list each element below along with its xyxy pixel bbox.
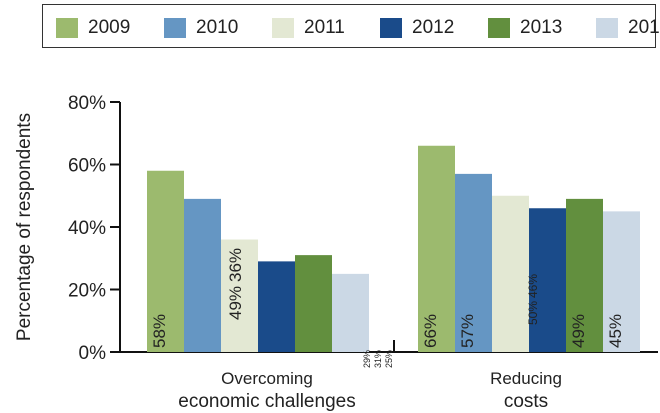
data-label: 57%	[458, 314, 477, 348]
bar-2012-overcoming	[258, 261, 295, 352]
bar-2014-reducing	[603, 211, 640, 352]
legend-label: 2011	[304, 17, 345, 38]
legend-item-2014: 2014	[596, 17, 660, 38]
data-label: 25%	[384, 350, 394, 368]
legend-item-2013: 2013	[488, 17, 563, 38]
labels: 58% 49% 36% 29% 31% 25% 66% 57% 50% 46% 49% 45% Over…	[150, 248, 625, 412]
bar-2010-overcoming	[184, 198, 221, 352]
bar-2011-reducing	[492, 195, 529, 352]
data-label: 66%	[421, 314, 440, 348]
bar-2009-reducing	[418, 145, 455, 352]
data-label: 29%	[362, 350, 372, 368]
bar-2009-overcoming	[147, 170, 184, 352]
legend-swatch	[56, 18, 78, 38]
data-label: 46%	[526, 274, 540, 298]
bar-2013-reducing	[566, 198, 603, 352]
category-label: Reducing	[490, 369, 562, 388]
legend: 2009 2010 2011 2012 2013 2014	[42, 4, 660, 48]
y-tick-label: 60%	[68, 156, 106, 177]
legend-label: 2012	[412, 17, 455, 38]
data-label: 36%	[226, 248, 245, 282]
category-label: costs	[504, 391, 548, 412]
category-label: economic challenges	[178, 391, 355, 412]
y-tick-label: 80%	[68, 93, 106, 114]
data-label: 31%	[373, 350, 383, 368]
legend-swatch	[380, 18, 402, 38]
legend-label: 2014	[628, 17, 660, 38]
data-label: 58%	[150, 314, 169, 348]
data-label: 49%	[569, 314, 588, 348]
bar-2012-reducing	[529, 208, 566, 352]
bar-2013-overcoming	[295, 255, 332, 352]
data-label: 50%	[526, 301, 540, 325]
category-label: Overcoming	[221, 369, 313, 388]
legend-item-2010: 2010	[164, 17, 239, 38]
legend-swatch	[488, 18, 510, 38]
bar-2010-reducing	[455, 173, 492, 352]
y-tick-label: 40%	[68, 218, 106, 239]
legend-swatch	[596, 18, 618, 38]
legend-item-2012: 2012	[380, 17, 455, 38]
bars	[147, 145, 640, 352]
legend-swatch	[164, 18, 186, 38]
bar-2011-overcoming	[221, 239, 258, 352]
legend-item-2011: 2011	[272, 17, 345, 38]
data-label: 49%	[226, 286, 245, 320]
legend-label: 2010	[196, 17, 239, 38]
data-label: 45%	[606, 314, 625, 348]
legend-label: 2013	[520, 17, 563, 38]
bar-2014-overcoming	[332, 273, 369, 352]
y-tick-label: 20%	[68, 281, 106, 302]
legend-label: 2009	[88, 17, 131, 38]
legend-item-2009: 2009	[56, 17, 131, 38]
y-axis-label: Percentage of respondents	[14, 113, 35, 341]
legend-swatch	[272, 18, 294, 38]
y-tick-label: 0%	[79, 343, 107, 364]
